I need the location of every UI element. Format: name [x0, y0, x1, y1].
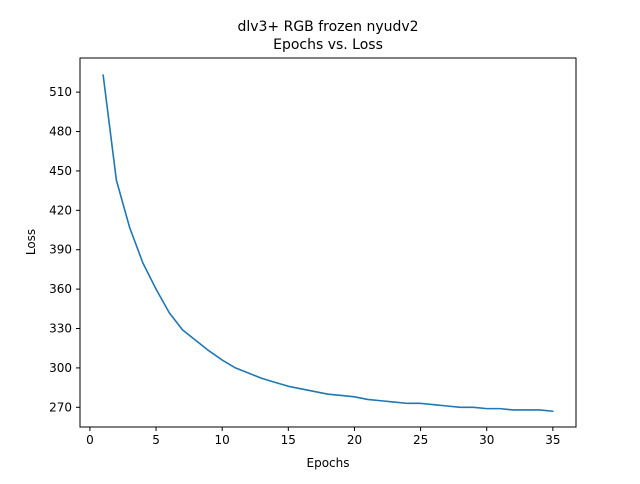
y-tick-label: 390	[49, 243, 72, 257]
chart-title-line1: dlv3+ RGB frozen nyudv2	[237, 19, 418, 35]
series-line	[102, 74, 554, 413]
x-tick-label: 15	[281, 433, 296, 447]
x-tick-label: 0	[86, 433, 94, 447]
plot-area-frame	[79, 57, 577, 428]
x-tick-label: 5	[152, 433, 160, 447]
y-tick-label: 360	[49, 282, 72, 296]
x-tick-label: 30	[479, 433, 494, 447]
y-axis-ticks: 270 300 330 360 390 420 450 480 510	[49, 85, 80, 414]
chart-title-line2: Epochs vs. Loss	[273, 37, 383, 53]
x-axis-ticks: 0 5 10 15 20 25 30 35	[86, 427, 560, 447]
y-tick-label: 450	[49, 164, 72, 178]
x-tick-label: 25	[413, 433, 428, 447]
y-tick-label: 510	[49, 85, 72, 99]
y-tick-label: 300	[49, 361, 72, 375]
series-lines	[102, 74, 554, 413]
y-tick-label: 330	[49, 322, 72, 336]
y-tick-label: 420	[49, 203, 72, 217]
x-tick-label: 20	[347, 433, 362, 447]
x-tick-label: 35	[545, 433, 560, 447]
y-axis-label: Loss	[24, 229, 38, 255]
y-tick-label: 480	[49, 125, 72, 139]
y-tick-label: 270	[49, 400, 72, 414]
x-axis-label: Epochs	[307, 456, 350, 470]
x-tick-label: 10	[215, 433, 230, 447]
